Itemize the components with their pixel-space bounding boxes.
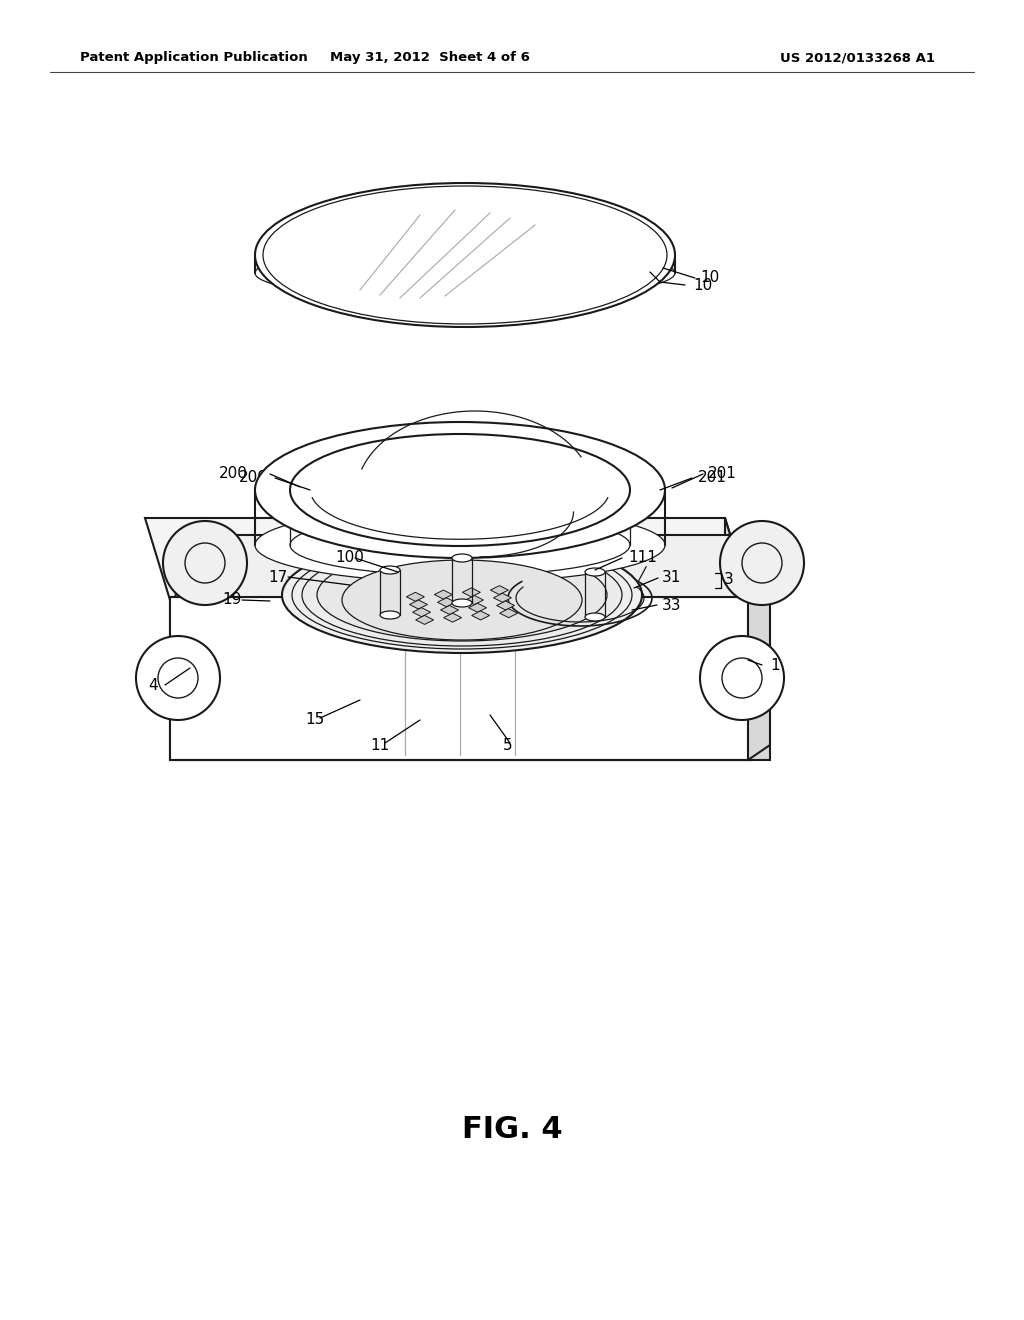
Text: 31: 31 <box>662 570 681 586</box>
Polygon shape <box>437 598 456 607</box>
Text: 10: 10 <box>693 277 713 293</box>
Polygon shape <box>443 614 462 622</box>
Polygon shape <box>416 615 433 624</box>
Polygon shape <box>170 601 750 760</box>
Text: 3: 3 <box>724 573 734 587</box>
Text: FIG. 4: FIG. 4 <box>462 1115 562 1144</box>
Ellipse shape <box>585 568 605 576</box>
Polygon shape <box>494 593 511 602</box>
Polygon shape <box>413 607 430 616</box>
Text: 17: 17 <box>268 569 288 585</box>
Ellipse shape <box>342 560 582 640</box>
Text: May 31, 2012  Sheet 4 of 6: May 31, 2012 Sheet 4 of 6 <box>330 51 530 65</box>
Polygon shape <box>434 590 453 599</box>
Circle shape <box>722 657 762 698</box>
Text: 33: 33 <box>662 598 682 612</box>
Circle shape <box>742 543 782 583</box>
Ellipse shape <box>255 183 675 327</box>
Text: 19: 19 <box>222 593 242 607</box>
Circle shape <box>700 636 784 719</box>
Ellipse shape <box>452 554 472 562</box>
Text: 201: 201 <box>708 466 737 482</box>
Text: 200: 200 <box>219 466 248 482</box>
Ellipse shape <box>585 612 605 620</box>
Ellipse shape <box>452 599 472 607</box>
Circle shape <box>163 521 247 605</box>
Polygon shape <box>725 517 750 760</box>
Ellipse shape <box>380 611 400 619</box>
Polygon shape <box>463 587 480 597</box>
Text: 200: 200 <box>240 470 268 486</box>
Polygon shape <box>175 535 770 597</box>
Polygon shape <box>410 601 427 609</box>
Polygon shape <box>407 593 424 602</box>
Ellipse shape <box>290 434 630 546</box>
Polygon shape <box>748 535 770 760</box>
Text: Patent Application Publication: Patent Application Publication <box>80 51 308 65</box>
Polygon shape <box>440 606 459 615</box>
Text: 1: 1 <box>770 657 779 672</box>
Polygon shape <box>145 517 750 601</box>
Polygon shape <box>500 609 517 618</box>
Polygon shape <box>170 597 750 760</box>
Ellipse shape <box>302 544 622 645</box>
Polygon shape <box>497 601 514 610</box>
Polygon shape <box>472 611 489 620</box>
Ellipse shape <box>255 422 665 558</box>
Text: 111: 111 <box>628 550 656 565</box>
Ellipse shape <box>290 515 630 576</box>
Polygon shape <box>490 586 508 594</box>
Polygon shape <box>469 603 486 612</box>
Circle shape <box>136 636 220 719</box>
Circle shape <box>158 657 198 698</box>
Text: 201: 201 <box>698 470 727 486</box>
Ellipse shape <box>255 508 665 582</box>
Circle shape <box>185 543 225 583</box>
Ellipse shape <box>292 541 632 649</box>
Text: 100: 100 <box>335 550 364 565</box>
Text: 15: 15 <box>305 713 325 727</box>
Text: 11: 11 <box>370 738 389 752</box>
Ellipse shape <box>255 246 675 301</box>
Polygon shape <box>466 595 483 605</box>
Text: US 2012/0133268 A1: US 2012/0133268 A1 <box>780 51 935 65</box>
Text: 10: 10 <box>700 271 719 285</box>
Circle shape <box>720 521 804 605</box>
Ellipse shape <box>317 549 607 642</box>
Ellipse shape <box>282 537 642 653</box>
Text: 4: 4 <box>148 677 158 693</box>
Ellipse shape <box>380 566 400 574</box>
Text: 5: 5 <box>503 738 513 752</box>
